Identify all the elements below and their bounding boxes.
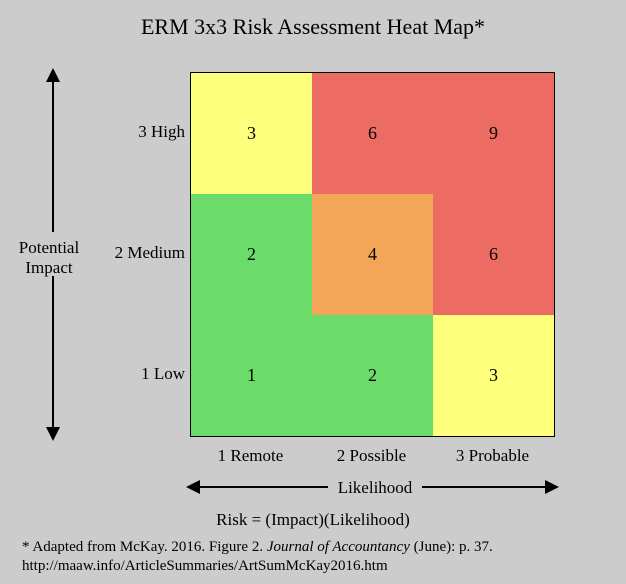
cell-r0-c1: 6 <box>312 73 433 194</box>
cell-r2-c2: 3 <box>433 315 554 436</box>
footnote: * Adapted from McKay. 2016. Figure 2. Jo… <box>22 538 604 576</box>
x-axis-title: Likelihood <box>328 478 422 498</box>
col-label-probable: 3 Probable <box>432 446 553 466</box>
heatmap-grid: 3 6 9 2 4 6 1 2 3 <box>190 72 555 437</box>
row-label-low: 1 Low <box>100 364 185 384</box>
footnote-italic: Journal of Accountancy <box>267 539 410 555</box>
cell-r1-c1: 4 <box>312 194 433 315</box>
cell-r2-c1: 2 <box>312 315 433 436</box>
row-label-medium: 2 Medium <box>100 243 185 263</box>
col-label-remote: 1 Remote <box>190 446 311 466</box>
row-label-high: 3 High <box>100 122 185 142</box>
cell-r2-c0: 1 <box>191 315 312 436</box>
cell-r0-c2: 9 <box>433 73 554 194</box>
cell-r1-c0: 2 <box>191 194 312 315</box>
y-axis-title-line2: Impact <box>25 258 72 277</box>
cell-r1-c2: 6 <box>433 194 554 315</box>
y-axis-title-line1: Potential <box>19 238 79 257</box>
y-axis-title: Potential Impact <box>10 238 88 279</box>
cell-r0-c0: 3 <box>191 73 312 194</box>
risk-formula: Risk = (Impact)(Likelihood) <box>0 510 626 530</box>
chart-title: ERM 3x3 Risk Assessment Heat Map* <box>0 14 626 40</box>
footnote-pre: * Adapted from McKay. 2016. Figure 2. <box>22 539 267 555</box>
col-label-possible: 2 Possible <box>311 446 432 466</box>
